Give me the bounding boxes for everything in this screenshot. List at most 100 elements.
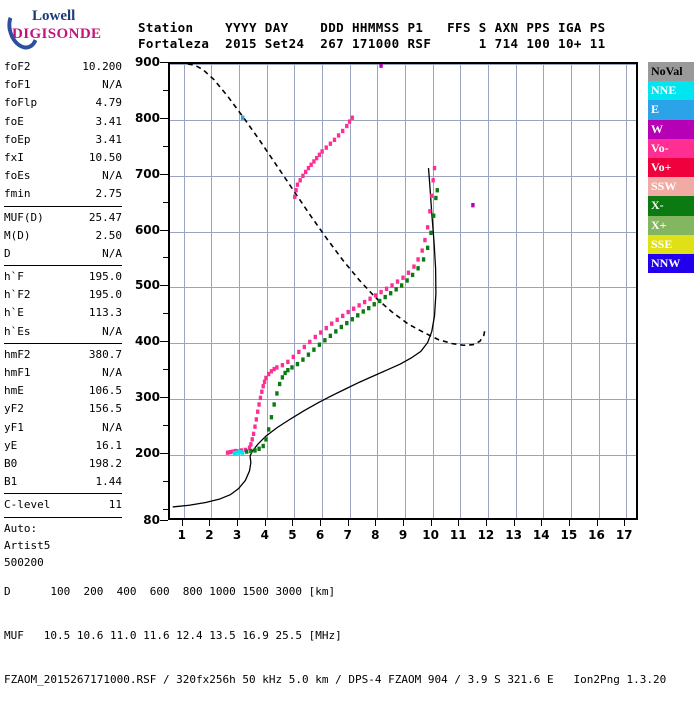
- trace-point: [345, 123, 349, 129]
- parameter-key: M(D): [4, 228, 31, 242]
- parameter-row: h`E 113.3: [4, 304, 122, 322]
- grid-line-vertical: [183, 64, 185, 518]
- y-tick-major: [160, 452, 168, 454]
- lowell-digisonde-logo: Lowell DIGISONDE: [2, 4, 126, 54]
- trace-point: [341, 313, 345, 319]
- trace-point: [283, 370, 287, 376]
- trace-point: [372, 302, 376, 307]
- trace-point: [272, 402, 276, 407]
- parameter-key: B0: [4, 456, 18, 470]
- trace-point: [262, 379, 267, 384]
- trace-series: [245, 188, 439, 454]
- y-tick-major: [160, 397, 168, 399]
- parameter-key: hmF2: [4, 347, 31, 361]
- trace-point: [302, 344, 307, 350]
- legend-item-sse[interactable]: SSE: [648, 234, 694, 254]
- trace-point: [261, 443, 265, 449]
- parameter-key: C-level: [4, 498, 51, 512]
- parameter-row: fmin 2.75: [4, 185, 122, 203]
- trace-point: [309, 162, 313, 167]
- trace-point: [323, 338, 327, 343]
- grid-line-horizontal: [170, 64, 636, 65]
- parameter-key: h`E: [4, 306, 24, 320]
- trace-point: [432, 213, 436, 218]
- parameter-row: hmE 106.5: [4, 382, 122, 400]
- trace-point: [367, 305, 371, 311]
- trace-point: [294, 188, 298, 193]
- legend-item-ssw[interactable]: SSW: [648, 177, 694, 197]
- trace-point: [301, 357, 305, 362]
- y-tick-minor: [163, 425, 168, 427]
- trace-point: [335, 317, 339, 322]
- parameter-separator-1: [4, 205, 122, 207]
- trace-point: [317, 152, 322, 157]
- legend-item-vo-[interactable]: Vo+: [648, 157, 694, 178]
- parameter-row: foF2 10.200: [4, 58, 122, 76]
- trace-point: [394, 287, 398, 292]
- y-tick-minor: [163, 89, 168, 91]
- parameter-key: fxI: [4, 150, 24, 164]
- trace-point: [238, 449, 242, 455]
- trace-point: [277, 381, 282, 387]
- parameter-key: foF1: [4, 78, 31, 92]
- parameter-value: N/A: [102, 420, 122, 434]
- plot-frame: [168, 62, 638, 520]
- parameter-value: 198.2: [88, 456, 122, 470]
- x-tick: [513, 520, 515, 526]
- x-tick-label: 14: [532, 528, 550, 542]
- trace-series: [379, 64, 475, 208]
- trace-point: [313, 334, 317, 340]
- trace-point: [368, 296, 372, 301]
- color-legend[interactable]: NoVal NNE E W Vo- Vo+ SSW X- X+ SSE NNW: [648, 62, 694, 274]
- x-tick: [375, 520, 377, 526]
- legend-item-e[interactable]: E: [648, 100, 694, 120]
- legend-item-vo-[interactable]: Vo-: [648, 138, 694, 158]
- grid-line-vertical: [543, 64, 545, 518]
- legend-item-nnw[interactable]: NNW: [648, 253, 694, 274]
- parameter-row: h`F2 195.0: [4, 286, 122, 304]
- trace-point: [435, 188, 439, 193]
- grid-line-vertical: [598, 64, 600, 518]
- legend-item-noval[interactable]: NoVal: [648, 62, 694, 82]
- grid-line-vertical: [322, 64, 324, 518]
- parameter-separator-4: [4, 493, 122, 495]
- trace-point: [383, 294, 387, 300]
- trace-point: [245, 449, 249, 454]
- trace-point: [388, 291, 393, 296]
- parameter-group-auto: Auto: Artist5 500200: [4, 520, 122, 571]
- legend-item-x-[interactable]: X-: [648, 196, 694, 216]
- grid-line-vertical: [405, 64, 406, 518]
- trace-point: [264, 375, 268, 381]
- plot-traces: [172, 64, 487, 508]
- y-tick-minor: [163, 257, 168, 259]
- trace-point: [286, 359, 290, 365]
- parameter-group-virtual-heights: h`F 195.0 h`F2 195.0 h`E 113.3 h`Es N/A: [4, 268, 122, 341]
- trace-point: [428, 209, 432, 214]
- parameter-row: yF1 N/A: [4, 419, 122, 437]
- grid-line-vertical: [570, 64, 572, 518]
- legend-item-x-[interactable]: X+: [648, 215, 694, 235]
- parameter-row: h`F 195.0: [4, 268, 122, 286]
- legend-item-w[interactable]: W: [648, 119, 694, 139]
- footer-muf-row: MUF 10.5 10.6 11.0 11.6 12.4 13.5 16.9 2…: [4, 628, 342, 642]
- y-tick-label: 300: [134, 390, 160, 405]
- trace-point: [399, 283, 404, 288]
- x-tick-label: 10: [422, 528, 439, 542]
- legend-item-nne[interactable]: NNE: [648, 81, 694, 101]
- trace-point: [312, 347, 316, 352]
- parameter-auto-line: 500200: [4, 555, 44, 569]
- parameter-key: foEp: [4, 132, 31, 146]
- grid-line-horizontal: [170, 454, 636, 456]
- grid-line-vertical: [515, 64, 517, 518]
- ionogram-plot[interactable]: 1 2 3 4 5 6 7 8 9 10 11 12 13 14 15 16 17 900 800 700 600 50…: [135, 55, 638, 542]
- trace-point: [280, 363, 285, 368]
- trace-point: [423, 237, 427, 243]
- y-tick-minor: [163, 480, 168, 482]
- trace-point: [330, 321, 334, 326]
- parameter-value: 16.1: [95, 438, 123, 452]
- x-tick: [541, 520, 543, 526]
- trace-point: [225, 450, 230, 455]
- trace-point: [341, 128, 345, 134]
- parameter-value: 25.47: [88, 210, 122, 224]
- trace-point: [232, 451, 237, 456]
